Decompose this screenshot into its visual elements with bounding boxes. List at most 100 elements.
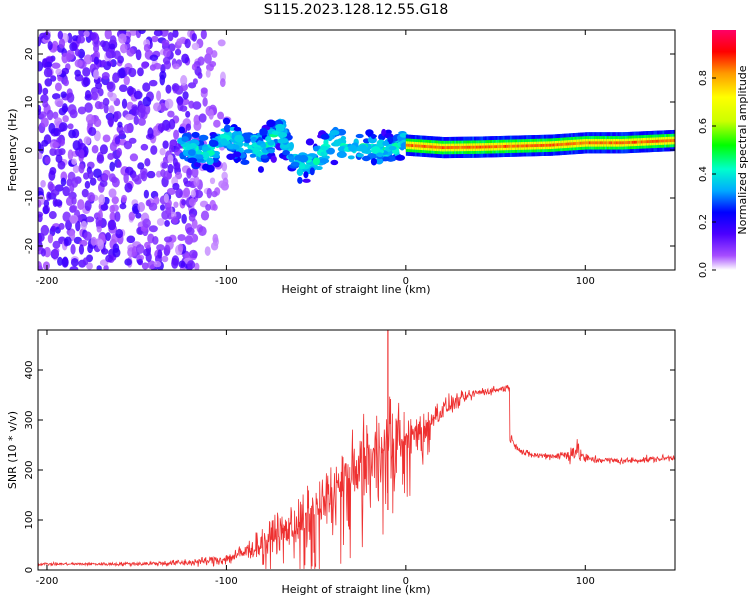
- heatmap-noise-cell: [193, 175, 200, 187]
- y-tick-label: 0: [24, 147, 35, 153]
- snr-frame: [37, 329, 676, 571]
- heatmap-noise-cell: [153, 62, 162, 70]
- heatmap-noise-cell: [142, 96, 152, 107]
- heatmap-noise-cell: [96, 225, 102, 233]
- y-tick-label: -20: [24, 238, 35, 254]
- heatmap-noise-cell: [186, 167, 192, 179]
- heatmap-noise-cell: [172, 30, 179, 38]
- heatmap-noise-cell: [102, 134, 111, 143]
- heatmap-noise-cell: [217, 111, 225, 120]
- heatmap-noise-cell: [221, 162, 228, 172]
- heatmap-noise-cell: [133, 90, 143, 100]
- heatmap-noise-cell: [108, 220, 115, 229]
- heatmap-noise-cell: [108, 105, 115, 114]
- heatmap-noise-cell: [185, 110, 191, 118]
- heatmap-noise-cell: [150, 35, 159, 43]
- heatmap-noise-cell: [62, 186, 70, 197]
- heatmap-noise-cell: [188, 214, 196, 222]
- heatmap-noise-cell: [104, 30, 112, 40]
- heatmap-noise-cell: [206, 187, 212, 199]
- heatmap-noise-cell: [107, 91, 114, 98]
- heatmap-noise-cell: [136, 254, 145, 261]
- heatmap-noise-cell: [86, 262, 93, 270]
- heatmap-noise-cell: [52, 111, 59, 120]
- heatmap-noise-cell: [58, 38, 66, 49]
- heatmap-noise-cell: [191, 42, 200, 51]
- heatmap-signal-cell: [365, 129, 374, 137]
- heatmap-noise-cell: [72, 165, 80, 174]
- heatmap-noise-cell: [194, 262, 200, 270]
- heatmap-signal-cell: [370, 158, 378, 166]
- heatmap-signal-cell: [361, 155, 371, 162]
- heatmap-noise-cell: [111, 176, 118, 184]
- y-tick-label: 100: [24, 510, 35, 529]
- heatmap-signal-cell: [260, 154, 268, 159]
- colorbar-tick-label: 0.0: [698, 262, 709, 278]
- heatmap-noise-cell: [109, 211, 117, 222]
- heatmap-noise-cell: [117, 68, 126, 79]
- heatmap-noise-cell: [209, 60, 217, 68]
- snr-y-axis-label: SNR (10 * v/v): [6, 411, 19, 489]
- heatmap-signal-cell: [266, 119, 276, 128]
- snr-line: [38, 384, 675, 570]
- heatmap-noise-cell: [40, 180, 46, 188]
- heatmap-noise-cell: [204, 246, 211, 256]
- heatmap-noise-cell: [145, 199, 152, 207]
- heatmap-noise-cell: [147, 127, 154, 139]
- heatmap-noise-cell: [38, 144, 45, 155]
- heatmap-signal-cell: [355, 133, 364, 139]
- heatmap-noise-cell: [191, 63, 197, 71]
- heatmap-noise-cell: [52, 198, 58, 207]
- figure-title: S115.2023.128.12.55.G18: [264, 2, 449, 18]
- heatmap-noise-cell: [156, 218, 165, 226]
- heatmap-noise-cell: [121, 194, 128, 203]
- heatmap-noise-cell: [177, 243, 184, 252]
- heatmap-noise-cell: [190, 189, 196, 198]
- heatmap-noise-cell: [77, 199, 85, 210]
- x-tick-label: -100: [215, 576, 238, 587]
- heatmap-noise-cell: [175, 188, 183, 199]
- heatmap-noise-cell: [42, 100, 49, 108]
- heatmap-x-axis-label: Height of straight line (km): [281, 283, 430, 296]
- heatmap-noise-cell: [137, 162, 145, 170]
- heatmap-noise-cell: [217, 39, 226, 47]
- heatmap-noise-cell: [213, 119, 221, 128]
- heatmap-noise-cell: [109, 205, 115, 214]
- heatmap-noise-cell: [67, 149, 74, 161]
- heatmap-noise-cell: [162, 56, 171, 65]
- heatmap-noise-cell: [144, 158, 151, 167]
- x-tick-label: -100: [215, 276, 238, 287]
- heatmap-noise-cell: [183, 187, 191, 198]
- heatmap-noise-cell: [85, 114, 95, 124]
- heatmap-signal-cell: [315, 165, 323, 171]
- heatmap-noise-cell: [126, 85, 134, 96]
- heatmap-noise-cell: [72, 140, 81, 151]
- heatmap-noise-cell: [115, 228, 124, 239]
- heatmap-noise-cell: [69, 42, 78, 52]
- heatmap-noise-cell: [60, 91, 67, 99]
- heatmap-noise-cell: [128, 67, 137, 78]
- heatmap-noise-cell: [38, 104, 42, 113]
- heatmap-noise-cell: [119, 203, 127, 210]
- heatmap-signal-cell: [259, 127, 268, 136]
- heatmap-noise-cell: [93, 44, 100, 53]
- x-tick-label: -200: [36, 276, 59, 287]
- heatmap-noise-cell: [69, 204, 78, 211]
- heatmap-noise-cell: [54, 82, 62, 92]
- heatmap-noise-cell: [49, 166, 57, 176]
- heatmap-signal-cell: [233, 151, 242, 158]
- heatmap-noise-cell: [192, 78, 198, 85]
- heatmap-noise-cell: [212, 203, 218, 211]
- heatmap-noise-cell: [148, 79, 158, 87]
- heatmap-noise-cell: [135, 244, 145, 254]
- heatmap-line-cell: [675, 139, 679, 142]
- heatmap-noise-cell: [192, 101, 202, 110]
- heatmap-noise-cell: [164, 98, 174, 109]
- heatmap-noise-cell: [97, 209, 103, 221]
- heatmap-noise-cell: [188, 249, 198, 259]
- heatmap-noise-cell: [47, 41, 53, 51]
- heatmap-noise-cell: [67, 123, 74, 130]
- heatmap-noise-cell: [137, 107, 146, 119]
- heatmap-noise-cell: [93, 118, 102, 128]
- heatmap-noise-cell: [47, 181, 54, 191]
